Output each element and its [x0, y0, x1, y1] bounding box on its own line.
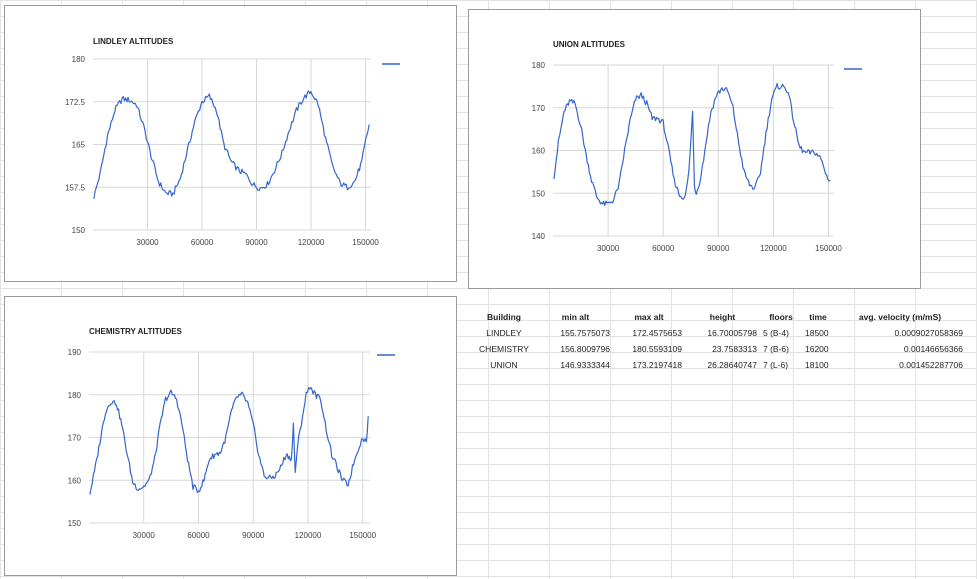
x-tick-label: 90000 [707, 244, 730, 253]
y-tick-label: 157.5 [65, 183, 86, 192]
y-tick-label: 150 [68, 519, 82, 528]
cell-avg-velocity[interactable]: 0.001452287706 [899, 360, 963, 370]
x-tick-label: 60000 [652, 244, 675, 253]
x-tick-label: 120000 [298, 238, 325, 247]
cell-building[interactable]: LINDLEY [486, 328, 522, 338]
cell-avg-velocity[interactable]: 0.00146656366 [903, 344, 963, 354]
union-chart-card[interactable]: UNION ALTITUDES 180 170 160 150 140 30000 60000… [468, 9, 921, 289]
y-tick-label: 150 [72, 226, 86, 235]
table-row: UNION 146.9333344 173.2197418 26.2864074… [470, 357, 966, 373]
cell-height[interactable]: 26.28640747 [707, 360, 757, 370]
lindley-chart-card[interactable]: LINDLEY ALTITUDES 180 172.5 165 157.5 150 3000… [4, 5, 457, 282]
y-tick-label: 160 [532, 147, 546, 156]
cell-floors[interactable]: 7 (L-6) [763, 360, 789, 370]
union-chart: UNION ALTITUDES 180 170 160 150 140 30000 60000… [532, 40, 862, 253]
cell-max-alt[interactable]: 172.4575653 [632, 328, 682, 338]
chemistry-chart: CHEMISTRY ALTITUDES 190 180 170 160 150 30000 6… [68, 327, 395, 540]
y-tick-label: 170 [68, 434, 82, 443]
lindley-series-line [93, 90, 370, 199]
cell-height[interactable]: 23.7583313 [712, 344, 757, 354]
cell-min-alt[interactable]: 156.8009796 [560, 344, 610, 354]
x-tick-label: 120000 [760, 244, 787, 253]
header-avg-velocity[interactable]: avg. velocity (m/mS) [858, 312, 942, 322]
x-tick-label: 150000 [815, 244, 842, 253]
chemistry-chart-card[interactable]: CHEMISTRY ALTITUDES 190 180 170 160 150 30000 6… [4, 296, 457, 576]
x-tick-label: 120000 [295, 531, 322, 540]
table-header-row: Building min alt max alt height floors t… [470, 309, 966, 325]
y-tick-label: 140 [532, 232, 546, 241]
y-tick-label: 165 [72, 141, 86, 150]
header-floors[interactable]: floors [769, 312, 793, 322]
x-tick-label: 60000 [191, 238, 214, 247]
x-tick-label: 90000 [245, 238, 268, 247]
cell-min-alt[interactable]: 155.7575073 [560, 328, 610, 338]
x-tick-label: 150000 [349, 531, 376, 540]
cell-building[interactable]: UNION [490, 360, 518, 370]
cell-floors[interactable]: 5 (B-4) [763, 328, 789, 338]
union-chart-title: UNION ALTITUDES [553, 40, 626, 49]
cell-max-alt[interactable]: 180.5593109 [632, 344, 682, 354]
stats-table: Building min alt max alt height floors t… [470, 309, 966, 373]
chemistry-chart-title: CHEMISTRY ALTITUDES [89, 327, 183, 336]
y-tick-label: 180 [72, 55, 86, 64]
table-row: CHEMISTRY 156.8009796 180.5593109 23.758… [470, 341, 966, 357]
lindley-chart: LINDLEY ALTITUDES 180 172.5 165 157.5 150 3000… [65, 37, 400, 247]
cell-avg-velocity[interactable]: 0.0009027058369 [894, 328, 963, 338]
cell-floors[interactable]: 7 (B-6) [763, 344, 789, 354]
y-tick-label: 170 [532, 104, 546, 113]
y-tick-label: 150 [532, 189, 546, 198]
cell-max-alt[interactable]: 173.2197418 [632, 360, 682, 370]
header-time[interactable]: time [809, 312, 827, 322]
lindley-chart-title: LINDLEY ALTITUDES [93, 37, 174, 46]
header-min-alt[interactable]: min alt [561, 312, 590, 322]
x-tick-label: 150000 [352, 238, 379, 247]
cell-time[interactable]: 16200 [805, 344, 829, 354]
chemistry-series-line [89, 386, 369, 495]
y-tick-label: 190 [68, 348, 82, 357]
y-tick-label: 180 [532, 61, 546, 70]
cell-min-alt[interactable]: 146.9333344 [560, 360, 610, 370]
x-tick-label: 30000 [133, 531, 156, 540]
x-tick-label: 30000 [136, 238, 159, 247]
table-row: LINDLEY 155.7575073 172.4575653 16.70005… [470, 325, 966, 341]
y-tick-label: 180 [68, 391, 82, 400]
x-tick-label: 30000 [597, 244, 620, 253]
header-height[interactable]: height [709, 312, 736, 322]
x-tick-label: 90000 [242, 531, 265, 540]
union-series-line [553, 82, 831, 207]
cell-height[interactable]: 16.70005798 [707, 328, 757, 338]
x-tick-label: 60000 [187, 531, 210, 540]
header-building[interactable]: Building [487, 312, 521, 322]
y-tick-label: 160 [68, 476, 82, 485]
y-tick-label: 172.5 [65, 98, 86, 107]
cell-time[interactable]: 18100 [805, 360, 829, 370]
cell-building[interactable]: CHEMISTRY [479, 344, 529, 354]
cell-time[interactable]: 18500 [805, 328, 829, 338]
header-max-alt[interactable]: max alt [634, 312, 664, 322]
